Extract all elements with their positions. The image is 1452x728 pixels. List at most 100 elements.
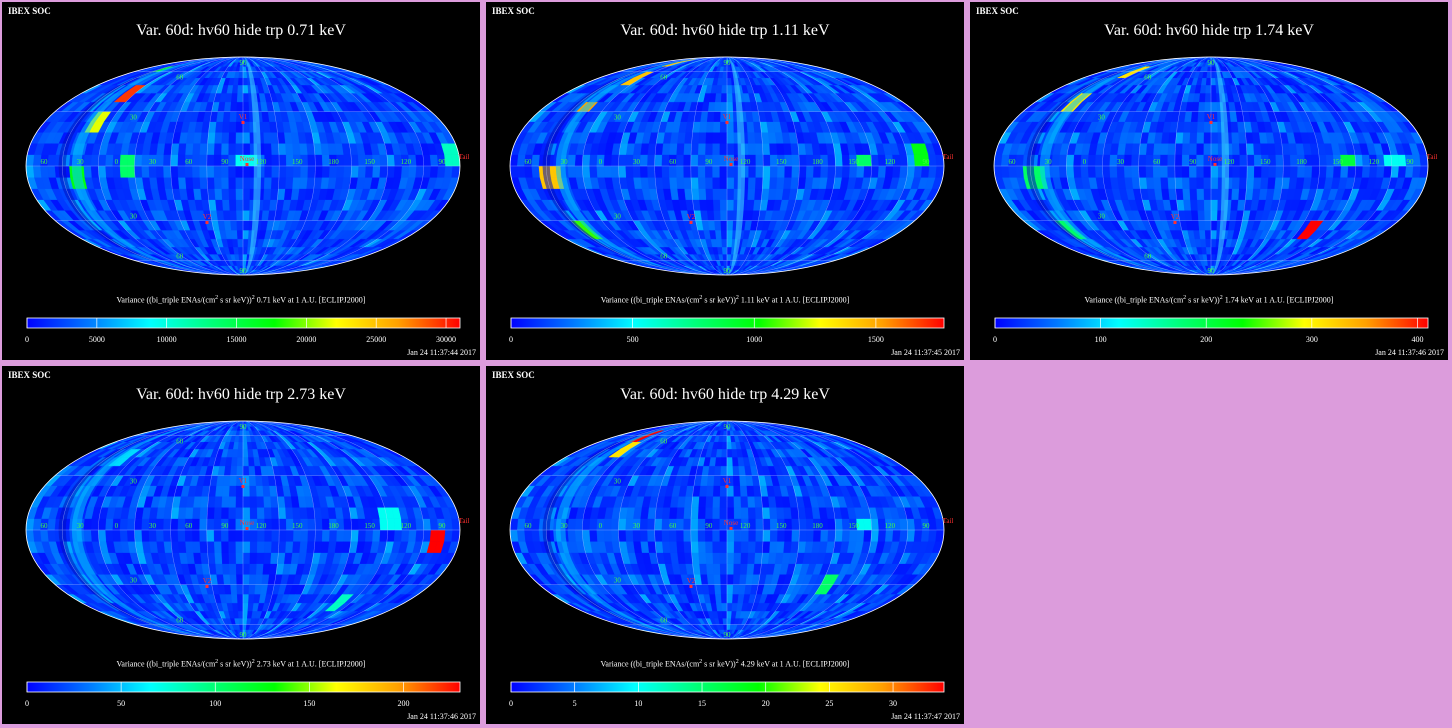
map-pixel xyxy=(1095,154,1104,167)
map-pixel xyxy=(676,165,685,178)
map-pixel xyxy=(1203,132,1212,144)
map-pixel xyxy=(242,246,249,255)
map-pixel xyxy=(1210,165,1219,178)
map-pixel xyxy=(314,165,323,178)
map-pixel xyxy=(618,165,627,178)
map-pixel xyxy=(791,154,800,167)
map-pixel xyxy=(1073,154,1082,167)
map-pixel xyxy=(726,210,734,221)
map-pixel xyxy=(1203,143,1212,155)
map-pixel xyxy=(1253,165,1262,178)
map-pixel xyxy=(264,165,273,178)
map-pixel xyxy=(228,165,237,178)
map-pixel xyxy=(386,165,396,178)
v2-marker xyxy=(689,221,693,224)
map-pixel xyxy=(913,165,923,178)
map-pixel xyxy=(647,143,657,155)
v1-marker xyxy=(725,121,729,124)
map-pixel xyxy=(712,177,721,189)
map-pixel xyxy=(611,154,620,167)
map-pixel xyxy=(415,165,425,178)
map-pixel xyxy=(271,177,280,189)
map-pixel xyxy=(214,177,222,189)
map-pixel xyxy=(235,165,244,178)
map-pixel xyxy=(870,154,880,167)
map-pixel xyxy=(422,154,432,167)
map-pixel xyxy=(603,165,613,178)
map-pixel xyxy=(1200,84,1207,94)
map-pixel xyxy=(444,165,453,178)
map-pixel xyxy=(429,154,439,167)
map-pixel xyxy=(213,154,222,167)
map-pixel xyxy=(913,154,923,167)
lon-tick-label: 90 xyxy=(923,158,931,166)
lon-tick-label: 180 xyxy=(328,158,339,166)
map-pixel xyxy=(192,165,201,178)
map-pixel xyxy=(1131,143,1141,155)
map-pixel xyxy=(192,177,201,189)
map-pixel xyxy=(1210,132,1219,144)
map-pixel xyxy=(1261,165,1270,178)
map-pixel xyxy=(1205,77,1212,86)
map-pixel xyxy=(713,121,721,133)
map-pixel xyxy=(372,165,381,178)
map-pixel xyxy=(278,177,287,189)
map-pixel xyxy=(1015,154,1025,167)
map-pixel xyxy=(683,165,692,178)
map-pixel xyxy=(235,199,244,211)
map-pixel xyxy=(1058,165,1068,178)
map-pixel xyxy=(1203,188,1212,200)
map-pixel xyxy=(292,177,301,189)
map-pixel xyxy=(567,165,577,178)
map-pixel xyxy=(1274,177,1284,189)
map-pixel xyxy=(769,143,778,155)
map-pixel xyxy=(1231,132,1240,144)
lon-tick-label: 180 xyxy=(812,158,823,166)
lon-tick-label: 90 xyxy=(439,158,447,166)
map-pixel xyxy=(726,229,734,240)
map-pixel xyxy=(264,143,272,155)
map-pixel xyxy=(690,143,699,155)
map-pixel xyxy=(228,132,237,144)
lon-tick-label: 120 xyxy=(740,158,751,166)
map-pixel xyxy=(1181,165,1190,178)
map-pixel xyxy=(709,92,717,103)
lon-tick-label: 30 xyxy=(77,158,85,166)
map-pixel xyxy=(783,177,792,189)
lon-tick-label: 150 xyxy=(848,158,859,166)
map-pixel xyxy=(510,154,519,167)
lon-tick-label: 30 xyxy=(561,158,569,166)
map-pixel xyxy=(517,165,526,178)
map-pixel xyxy=(277,132,286,144)
map-pixel xyxy=(163,154,172,167)
map-pixel xyxy=(242,220,250,231)
map-pixel xyxy=(712,154,721,167)
map-pixel xyxy=(237,246,244,255)
map-pixel xyxy=(207,188,216,200)
map-pixel xyxy=(721,84,728,94)
map-pixel xyxy=(661,165,670,178)
map-pixel xyxy=(754,188,763,200)
map-pixel xyxy=(1231,188,1240,200)
map-pixel xyxy=(1204,229,1212,240)
map-pixel xyxy=(690,165,699,178)
map-pixel xyxy=(1230,199,1239,211)
map-pixel xyxy=(1267,177,1276,189)
map-pixel xyxy=(712,132,721,144)
map-pixel xyxy=(292,143,301,155)
map-pixel xyxy=(214,132,223,144)
map-pixel xyxy=(206,143,215,155)
map-pixel xyxy=(1239,143,1248,155)
map-pixel xyxy=(242,101,250,112)
map-pixel xyxy=(229,111,237,122)
map-pixel xyxy=(589,154,598,167)
map-pixel xyxy=(690,154,699,167)
map-pixel xyxy=(1204,210,1212,221)
map-pixel xyxy=(625,165,634,178)
v2-marker xyxy=(205,221,209,224)
map-pixel xyxy=(705,165,713,178)
map-pixel xyxy=(1196,143,1205,155)
map-pixel xyxy=(1131,165,1140,178)
lat-tick-label: 60 xyxy=(660,252,668,260)
map-pixel xyxy=(726,177,735,189)
